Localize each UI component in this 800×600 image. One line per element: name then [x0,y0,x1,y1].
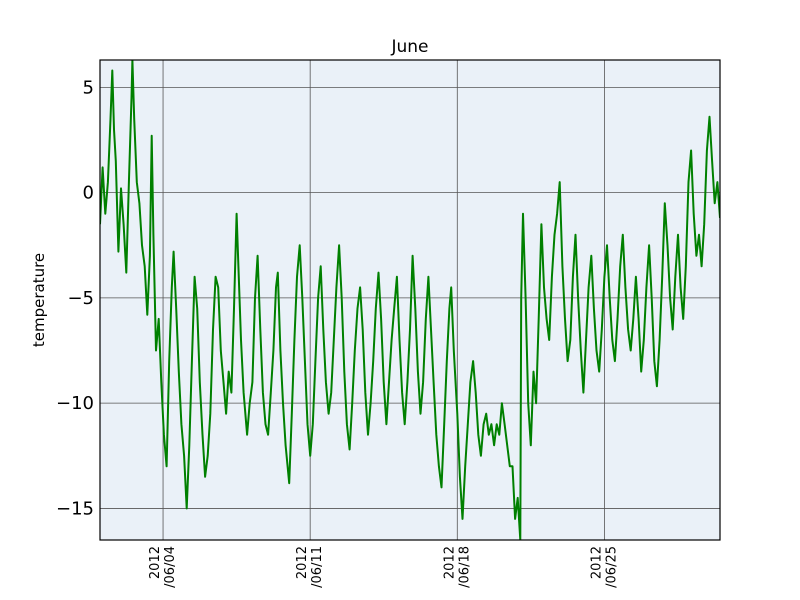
temperature-line [100,60,720,540]
chart-title: June [390,37,428,57]
grid [100,60,720,540]
x-tick-label-date: /06/11 [310,546,325,588]
y-tick-label: −5 [67,288,94,309]
x-tick-label-year: 2012 [295,546,310,579]
x-tick-label-date: /06/25 [604,546,619,588]
x-tick-label-year: 2012 [442,546,457,579]
y-tick-label: 5 [83,77,94,98]
x-tick-label: 2012/06/11 [295,546,325,588]
x-tick-label-date: /06/04 [163,546,178,588]
x-tick-label: 2012/06/18 [442,546,472,588]
x-tick-label-year: 2012 [589,546,604,579]
y-tick-label: −15 [56,498,94,519]
x-tick-label: 2012/06/04 [148,546,178,588]
plot-frame [99,59,721,541]
y-axis: 5 0 −5 −10 −15 [56,77,94,519]
x-tick-label-year: 2012 [148,546,163,579]
x-tick-label: 2012/06/25 [589,546,619,588]
y-axis-label: temperature [30,253,48,347]
y-tick-label: −10 [56,393,94,414]
x-axis: 2012/06/04 2012/06/11 2012/06/18 2012/06/25 [148,546,619,588]
x-tick-label-date: /06/18 [457,546,472,588]
y-tick-label: 0 [83,183,94,204]
